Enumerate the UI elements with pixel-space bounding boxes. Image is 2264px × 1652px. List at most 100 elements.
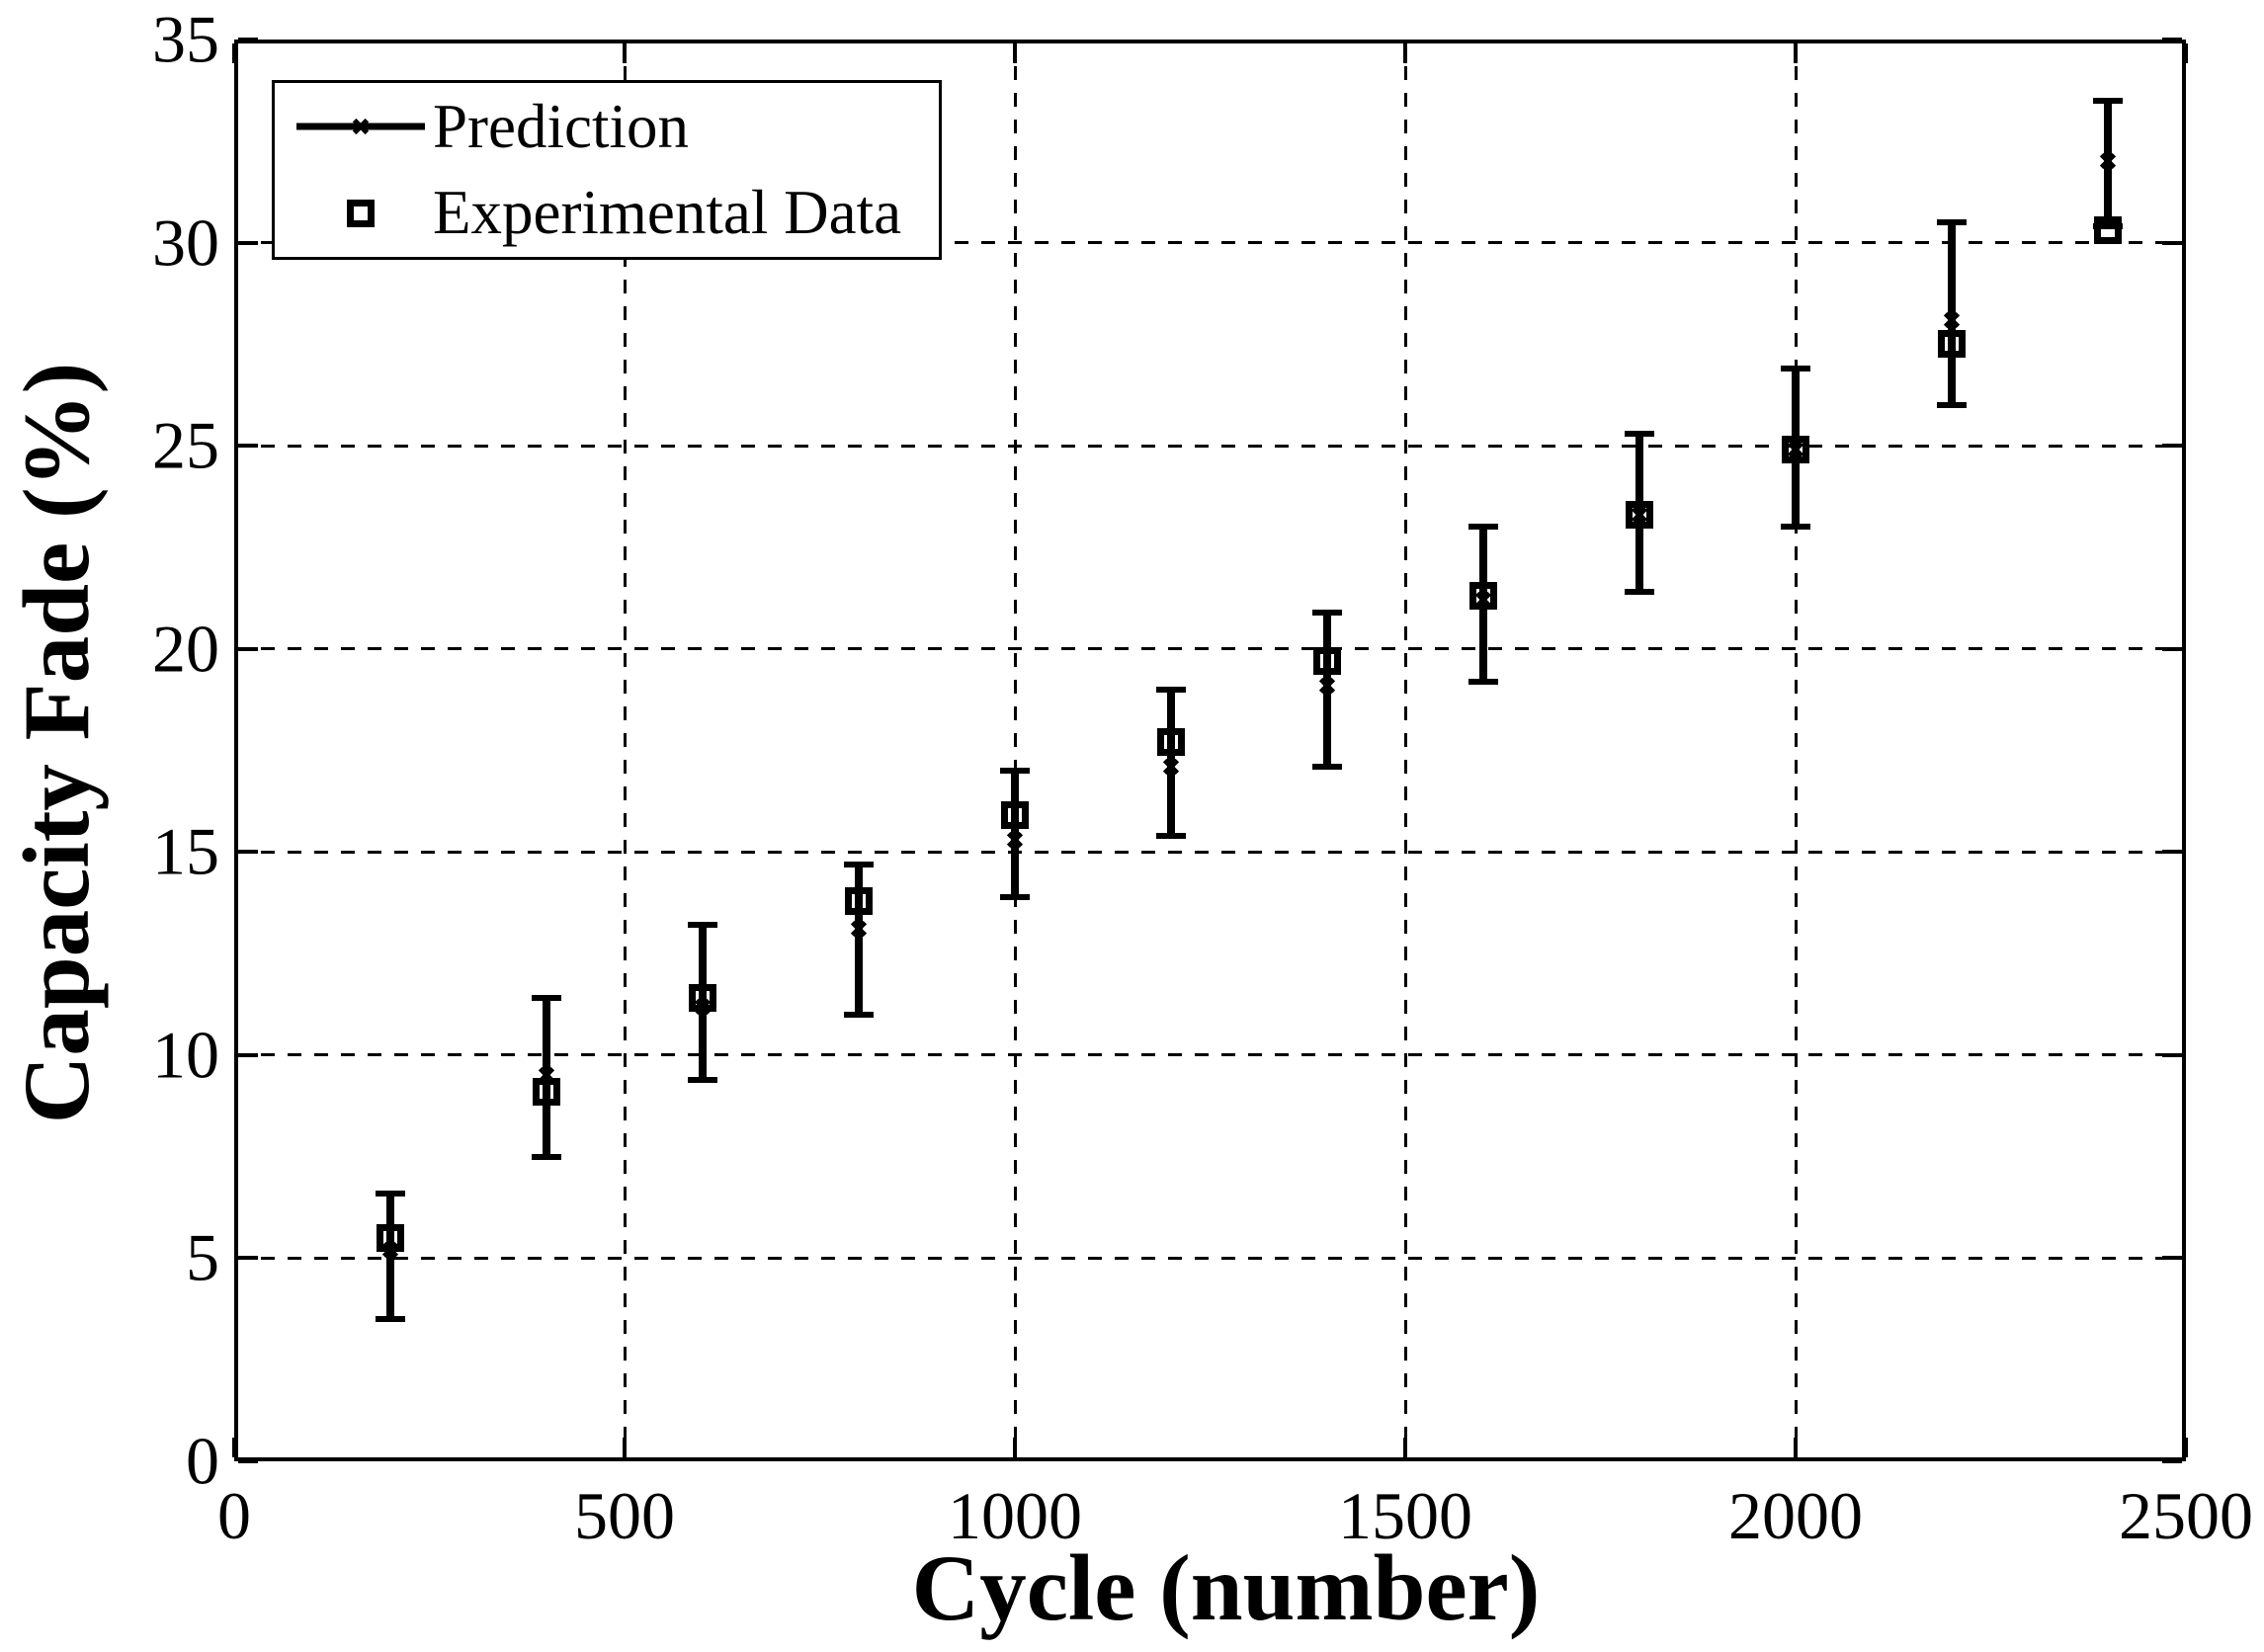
plot-area — [234, 40, 2186, 1461]
x-tick-bottom-500 — [623, 1438, 627, 1457]
y-tick-right-25 — [2162, 444, 2182, 449]
legend-label-prediction: Prediction — [433, 91, 689, 161]
x-tick-top-1000 — [1013, 43, 1017, 63]
x-tick-label-1000: 1000 — [948, 1478, 1082, 1553]
gridline-y-5 — [234, 1256, 2186, 1260]
x-tick-bottom-1500 — [1403, 1438, 1407, 1457]
errorbar-2200 — [1948, 222, 1956, 405]
gridline-y-20 — [234, 647, 2186, 651]
errorbar-cap-bottom-2000 — [1781, 524, 1810, 531]
gridline-x-1500 — [1403, 40, 1407, 1461]
experimental-point-600 — [689, 984, 716, 1013]
errorbar-800 — [855, 864, 863, 1015]
experimental-point-1200 — [1157, 728, 1185, 757]
experimental-point-2000 — [1782, 436, 1809, 464]
experimental-point-2400 — [2094, 216, 2122, 245]
legend-row-prediction: Prediction — [275, 84, 939, 169]
errorbar-cap-top-2400 — [2093, 97, 2123, 104]
errorbar-cap-bottom-800 — [844, 1011, 874, 1018]
errorbar-200 — [386, 1193, 394, 1320]
y-tick-left-30 — [238, 240, 258, 245]
y-tick-label-25: 25 — [152, 407, 219, 483]
experimental-point-800 — [845, 886, 873, 915]
errorbar-cap-bottom-1600 — [1468, 678, 1498, 685]
gridline-x-2000 — [1794, 40, 1798, 1461]
gridline-y-10 — [234, 1053, 2186, 1057]
y-tick-label-30: 30 — [152, 205, 219, 281]
errorbar-cap-top-1000 — [1000, 768, 1030, 775]
gridline-y-25 — [234, 444, 2186, 448]
y-tick-label-0: 0 — [186, 1423, 219, 1499]
errorbar-cap-top-600 — [688, 922, 717, 929]
x-tick-label-2000: 2000 — [1728, 1478, 1863, 1553]
experimental-marker-sample — [296, 194, 425, 233]
gridline-y-15 — [234, 850, 2186, 854]
errorbar-cap-top-400 — [532, 995, 561, 1002]
experimental-point-1600 — [1469, 582, 1497, 611]
errorbar-cap-bottom-1200 — [1156, 832, 1186, 839]
errorbar-cap-top-1600 — [1468, 524, 1498, 531]
y-tick-left-0 — [238, 1459, 258, 1463]
y-tick-label-5: 5 — [186, 1219, 219, 1295]
x-tick-label-1500: 1500 — [1338, 1478, 1472, 1553]
y-tick-left-15 — [238, 850, 258, 855]
x-tick-top-0 — [232, 43, 236, 63]
errorbar-cap-bottom-1400 — [1312, 763, 1342, 770]
x-axis-label: Cycle (number) — [911, 1535, 1541, 1640]
prediction-point-2200 — [1943, 311, 1961, 329]
errorbar-cap-top-800 — [844, 861, 874, 867]
y-tick-label-15: 15 — [152, 813, 219, 889]
experimental-point-200 — [377, 1223, 404, 1252]
prediction-point-1200 — [1162, 758, 1180, 776]
gridline-y-30 — [234, 241, 2186, 245]
errorbar-cap-top-1800 — [1625, 430, 1654, 437]
y-tick-right-5 — [2162, 1256, 2182, 1261]
prediction-point-1000 — [1006, 831, 1024, 849]
y-tick-label-35: 35 — [152, 1, 219, 77]
gridline-x-500 — [623, 40, 627, 1461]
square-marker-icon — [347, 199, 375, 227]
experimental-point-1800 — [1626, 501, 1653, 530]
x-tick-top-2500 — [2184, 43, 2188, 63]
errorbar-cap-bottom-200 — [376, 1316, 405, 1323]
x-tick-top-1500 — [1403, 43, 1407, 63]
errorbar-cap-top-200 — [376, 1190, 405, 1197]
errorbar-cap-bottom-400 — [532, 1153, 561, 1160]
errorbar-cap-top-2200 — [1937, 219, 1967, 225]
x-tick-label-2500: 2500 — [2119, 1478, 2253, 1553]
prediction-point-1400 — [1318, 677, 1336, 695]
y-tick-label-20: 20 — [152, 611, 219, 687]
y-tick-right-35 — [2162, 38, 2182, 41]
y-tick-left-10 — [238, 1052, 258, 1057]
experimental-point-2200 — [1938, 330, 1966, 359]
y-tick-right-0 — [2162, 1459, 2182, 1463]
y-tick-label-10: 10 — [152, 1017, 219, 1093]
y-tick-right-20 — [2162, 646, 2182, 651]
legend-row-experimental: Experimental Data — [275, 171, 939, 256]
x-marker-icon — [352, 118, 370, 135]
errorbar-cap-top-1400 — [1312, 609, 1342, 616]
y-tick-left-25 — [238, 444, 258, 449]
experimental-point-400 — [533, 1077, 560, 1106]
x-tick-bottom-1000 — [1013, 1438, 1017, 1457]
experimental-point-1400 — [1313, 647, 1341, 676]
y-tick-left-5 — [238, 1256, 258, 1261]
x-tick-top-2000 — [1794, 43, 1798, 63]
errorbar-cap-bottom-1000 — [1000, 893, 1030, 900]
errorbar-cap-bottom-2200 — [1937, 402, 1967, 409]
errorbar-cap-top-1200 — [1156, 686, 1186, 693]
legend-label-experimental: Experimental Data — [433, 178, 902, 248]
errorbar-cap-bottom-1800 — [1625, 589, 1654, 596]
gridline-x-1000 — [1013, 40, 1017, 1461]
prediction-point-2400 — [2099, 152, 2117, 170]
experimental-point-1000 — [1001, 801, 1029, 830]
errorbar-cap-bottom-600 — [688, 1076, 717, 1083]
y-tick-right-10 — [2162, 1052, 2182, 1057]
x-tick-bottom-2000 — [1794, 1438, 1798, 1457]
y-tick-right-15 — [2162, 850, 2182, 855]
y-tick-right-30 — [2162, 240, 2182, 245]
y-tick-left-35 — [238, 38, 258, 41]
errorbar-1000 — [1011, 771, 1019, 897]
x-tick-label-500: 500 — [574, 1478, 675, 1553]
